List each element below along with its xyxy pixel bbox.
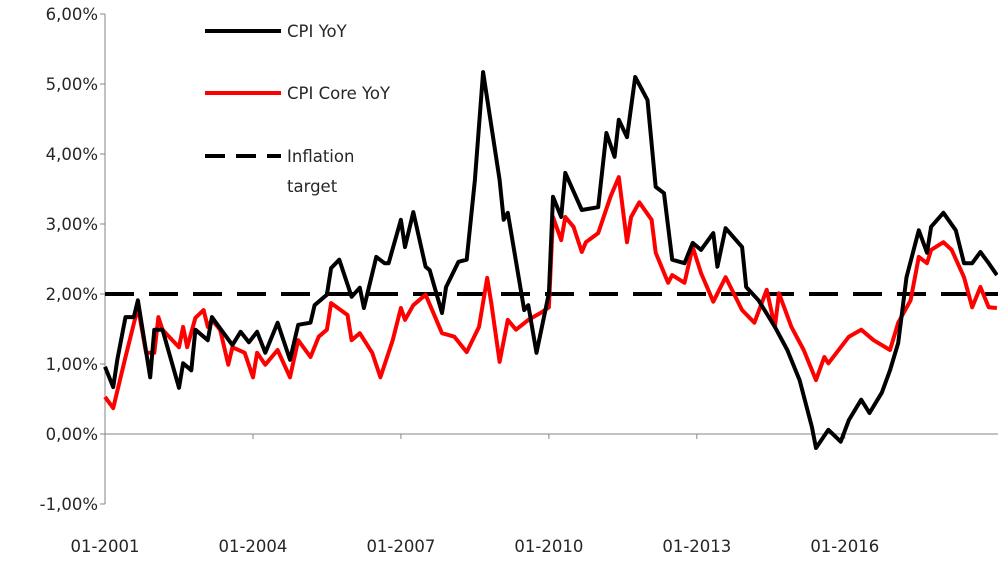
legend-label-cpi-core-yoy: CPI Core YoY bbox=[287, 84, 391, 103]
x-tick-label: 01-2010 bbox=[514, 537, 583, 556]
x-tick-label: 01-2016 bbox=[810, 537, 879, 556]
y-axis-tick-labels: -1,00% 0,00% 1,00% 2,00% 3,00% 4,00% 5,00% 6,00… bbox=[40, 5, 98, 514]
legend-label-inflation-target-line1: Inflation bbox=[287, 147, 354, 166]
y-tick-label: -1,00% bbox=[40, 495, 98, 514]
series-line-cpi-yoy bbox=[103, 70, 998, 450]
series-lines bbox=[103, 70, 998, 450]
x-tick-label: 01-2007 bbox=[366, 537, 435, 556]
x-tick-label: 01-2013 bbox=[662, 537, 731, 556]
y-tick-label: 4,00% bbox=[46, 145, 98, 164]
y-tick-label: 3,00% bbox=[46, 215, 98, 234]
legend: CPI YoY CPI Core YoY Inflation target bbox=[205, 22, 391, 196]
x-tick-label: 01-2001 bbox=[71, 537, 140, 556]
y-tick-label: 5,00% bbox=[46, 75, 98, 94]
x-axis-tick-labels: 01-2001 01-2004 01-2007 01-2010 01-2013 01-20… bbox=[71, 537, 880, 556]
y-tick-label: 6,00% bbox=[46, 5, 98, 24]
legend-label-cpi-yoy: CPI YoY bbox=[287, 22, 348, 41]
y-tick-label: 2,00% bbox=[46, 285, 98, 304]
legend-label-inflation-target-line2: target bbox=[287, 177, 338, 196]
series-line-cpi-core-yoy bbox=[103, 175, 998, 411]
x-tick-label: 01-2004 bbox=[218, 537, 287, 556]
y-tick-label: 0,00% bbox=[46, 425, 98, 444]
axis-ticks bbox=[100, 13, 846, 505]
y-tick-label: 1,00% bbox=[46, 355, 98, 374]
